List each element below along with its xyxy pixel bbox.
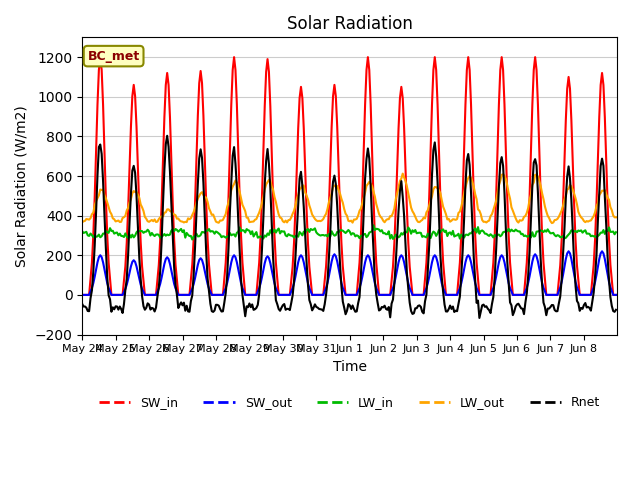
X-axis label: Time: Time: [333, 360, 367, 374]
Title: Solar Radiation: Solar Radiation: [287, 15, 413, 33]
Legend: SW_in, SW_out, LW_in, LW_out, Rnet: SW_in, SW_out, LW_in, LW_out, Rnet: [94, 391, 605, 414]
Y-axis label: Solar Radiation (W/m2): Solar Radiation (W/m2): [15, 105, 29, 267]
Text: BC_met: BC_met: [88, 49, 140, 62]
